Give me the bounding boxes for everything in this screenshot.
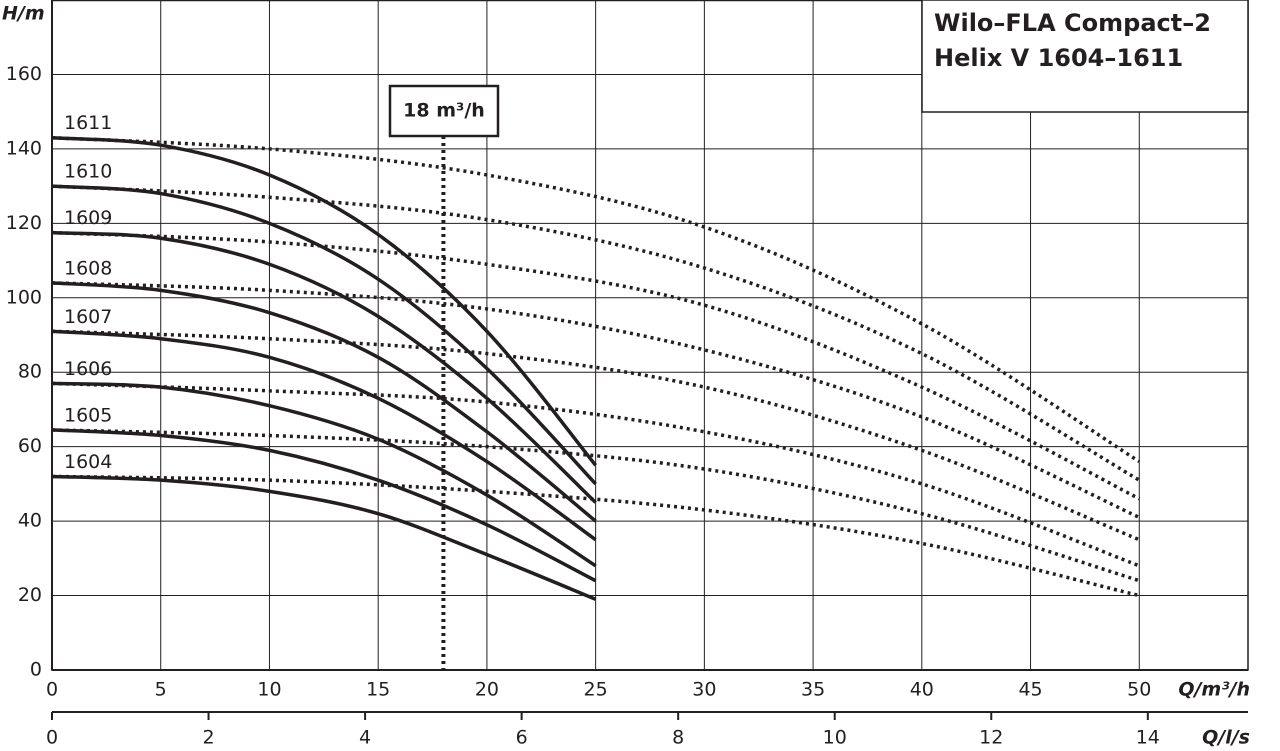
x2-tick-label: 12	[979, 727, 1003, 749]
y-tick-label: 40	[18, 510, 42, 532]
curve-label: 1605	[64, 404, 112, 426]
dotted-curve	[51, 184, 1141, 482]
x-tick-label: 15	[366, 679, 390, 701]
annotation-box	[388, 84, 500, 138]
curve-label: 1606	[64, 358, 112, 380]
y-tick-label: 60	[18, 435, 42, 457]
x-tick-label: 0	[46, 679, 58, 701]
y-tick-label: 80	[18, 361, 42, 383]
x2-tick-label: 4	[359, 727, 371, 749]
curve-label: 1608	[64, 257, 112, 279]
x-tick-label: 50	[1127, 679, 1151, 701]
x-tick-label: 40	[910, 679, 934, 701]
curve-label: 1607	[64, 306, 112, 328]
x2-tick-label: 6	[516, 727, 528, 749]
dotted-curve	[51, 428, 1140, 583]
curve-label: 1610	[64, 161, 112, 183]
dotted-curve	[51, 281, 1141, 519]
x-tick-label: 35	[801, 679, 825, 701]
chart-title: Wilo–FLA Compact–2	[934, 9, 1211, 37]
pump-curve	[51, 184, 597, 486]
x-tick-label: 30	[692, 679, 716, 701]
pump-curve	[51, 381, 597, 568]
pump-curve	[51, 474, 597, 601]
dotted-curve	[51, 474, 1140, 598]
pump-curve	[51, 281, 597, 523]
dotted-curve	[51, 135, 1141, 464]
y-tick-label: 120	[6, 212, 42, 234]
curve-label: 1604	[64, 451, 112, 473]
x2-tick-label: 14	[1136, 727, 1160, 749]
y-tick-label: 20	[18, 584, 42, 606]
dotted-curve	[51, 230, 1141, 501]
pump-curve	[51, 428, 597, 583]
y-tick-label: 160	[6, 63, 42, 85]
x-axis-label: Q/m³/h	[1178, 679, 1250, 701]
y-tick-label: 140	[6, 137, 42, 159]
pump-curve	[51, 230, 597, 504]
x2-tick-label: 10	[823, 727, 847, 749]
annotation-label: 18 m³/h	[403, 100, 485, 122]
pump-curve	[51, 329, 597, 542]
chart-title: Helix V 1604–1611	[934, 44, 1183, 72]
x-tick-label: 45	[1018, 679, 1042, 701]
y-tick-label: 100	[6, 286, 42, 308]
x-tick-label: 5	[155, 679, 167, 701]
x2-tick-label: 8	[672, 727, 684, 749]
y-axis-label: H/m	[2, 3, 45, 25]
pump-curve	[51, 135, 597, 467]
title-box	[921, 0, 1249, 113]
x-tick-label: 25	[584, 679, 608, 701]
curve-label: 1611	[64, 112, 112, 134]
x2-tick-label: 2	[202, 727, 214, 749]
x-tick-label: 10	[257, 679, 281, 701]
x-tick-label: 20	[475, 679, 499, 701]
y-tick-label: 0	[30, 659, 42, 681]
curve-label: 1609	[64, 207, 112, 229]
x2-tick-label: 0	[46, 727, 58, 749]
dotted-curve	[51, 381, 1140, 568]
x2-axis-label: Q/l/s	[1202, 727, 1250, 749]
